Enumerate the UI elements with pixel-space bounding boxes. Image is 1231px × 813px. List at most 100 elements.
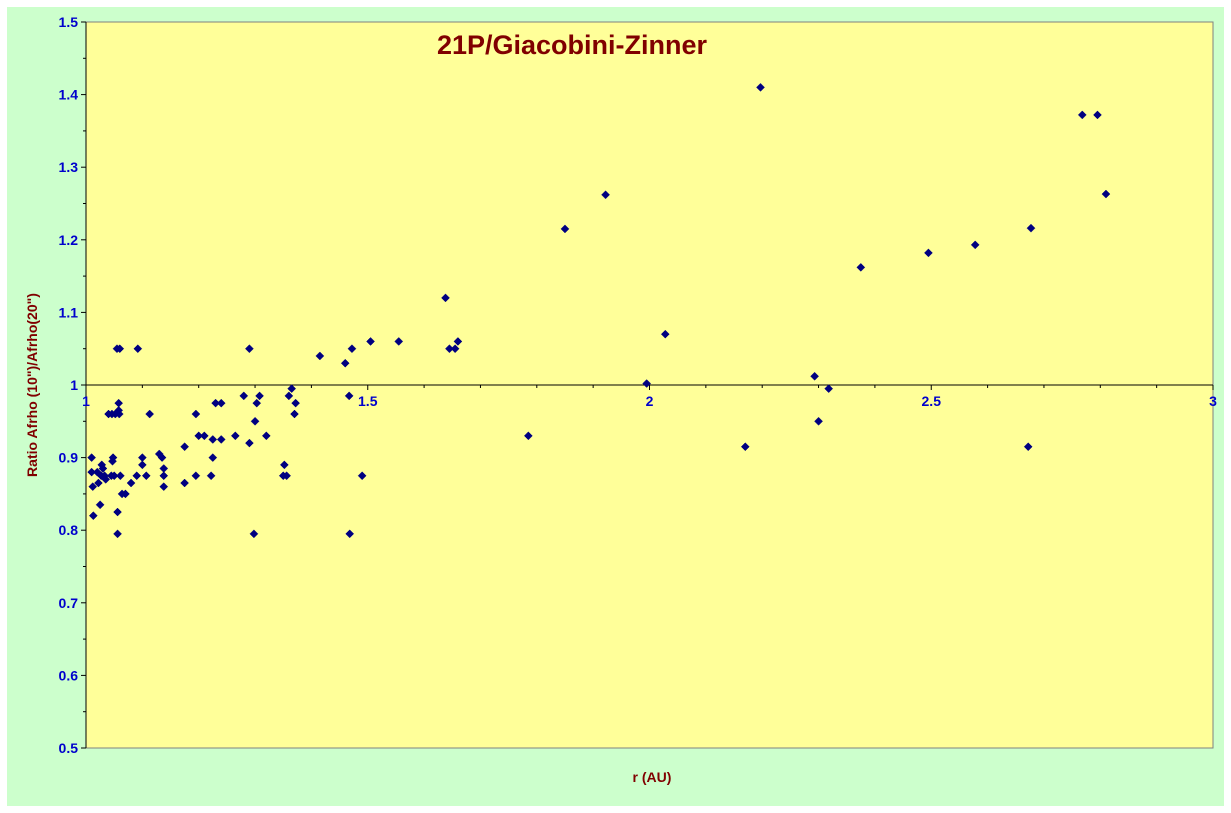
data-point xyxy=(315,351,325,361)
data-point xyxy=(180,442,189,452)
data-point xyxy=(252,398,262,408)
data-point xyxy=(345,529,355,539)
data-point xyxy=(159,471,169,481)
x-tick-label: 3 xyxy=(1209,393,1217,409)
data-point xyxy=(230,431,240,441)
data-point xyxy=(453,337,463,346)
data-point xyxy=(137,453,147,462)
data-point xyxy=(208,435,218,444)
y-tick-label: 1.3 xyxy=(59,159,79,175)
data-point xyxy=(113,507,122,517)
data-point xyxy=(191,409,201,419)
x-tick-label: 1 xyxy=(82,393,90,409)
data-point xyxy=(108,453,118,462)
data-point xyxy=(1077,110,1087,120)
y-tick-label: 0.5 xyxy=(59,740,79,756)
data-point xyxy=(191,471,201,481)
data-point xyxy=(287,384,297,393)
data-point xyxy=(810,371,819,381)
data-point xyxy=(814,416,823,426)
data-point xyxy=(88,482,98,491)
data-point xyxy=(601,190,610,200)
data-point xyxy=(116,471,125,481)
data-point xyxy=(180,478,189,488)
data-point xyxy=(126,478,136,488)
y-tick-label: 0.7 xyxy=(59,595,79,611)
chart-title: 21P/Giacobini-Zinner xyxy=(437,30,708,60)
data-point xyxy=(660,329,670,339)
data-point xyxy=(284,391,294,401)
data-point xyxy=(642,379,652,388)
data-point xyxy=(740,442,750,452)
y-tick-label: 0.6 xyxy=(59,667,79,683)
data-point xyxy=(255,391,264,401)
data-point xyxy=(115,344,125,354)
y-axis-label: Ratio Afrho (10")/Afrho(20") xyxy=(24,293,40,477)
scatter-chart: 0.5 0.6 0.7 0.8 0.9 1 1.1 1.2 1.3 1.4 1.5 1 1.5 2 2.5… xyxy=(24,14,1217,785)
data-point xyxy=(344,391,354,401)
data-point xyxy=(279,460,289,470)
data-point xyxy=(357,471,367,481)
data-point xyxy=(88,511,98,521)
data-point xyxy=(95,500,105,510)
data-point xyxy=(121,489,130,499)
data-point xyxy=(261,431,271,441)
x-tick-label: 2.5 xyxy=(922,393,942,409)
chart-area: 0.5 0.6 0.7 0.8 0.9 1 1.1 1.2 1.3 1.4 1.5 1 1.5 2 2.5… xyxy=(7,7,1224,806)
data-point xyxy=(216,398,226,408)
data-point xyxy=(113,529,122,539)
data-point xyxy=(245,438,254,448)
data-point xyxy=(347,344,357,354)
data-point xyxy=(216,435,226,444)
data-point xyxy=(239,391,249,401)
y-tick-label: 0.8 xyxy=(59,522,79,538)
data-point xyxy=(441,293,450,303)
data-point xyxy=(159,482,169,491)
data-point xyxy=(250,416,260,426)
data-point xyxy=(394,337,404,346)
data-point xyxy=(560,224,570,234)
data-point xyxy=(132,471,142,481)
data-point xyxy=(249,529,259,539)
data-point xyxy=(199,431,209,441)
data-point xyxy=(756,82,765,92)
data-point xyxy=(109,471,119,481)
data-point xyxy=(157,453,167,462)
data-point xyxy=(141,471,151,481)
data-point xyxy=(114,409,124,419)
data-point xyxy=(159,464,169,473)
data-point xyxy=(856,263,866,272)
data-point xyxy=(523,431,533,441)
data-point xyxy=(291,398,300,408)
y-tick-label: 0.9 xyxy=(59,450,79,466)
y-tick-label: 1 xyxy=(70,377,78,393)
data-point xyxy=(340,358,350,368)
data-point xyxy=(924,248,933,258)
data-point xyxy=(970,240,980,250)
data-point xyxy=(101,475,111,484)
data-point xyxy=(94,478,103,488)
data-point xyxy=(824,384,834,393)
data-point xyxy=(1026,223,1036,233)
y-tick-label: 1.4 xyxy=(59,87,79,103)
y-tick-label: 1.2 xyxy=(59,232,79,248)
y-tick-label: 1.1 xyxy=(59,304,79,320)
data-point xyxy=(282,471,291,481)
x-axis-label: r (AU) xyxy=(633,769,672,785)
data-point xyxy=(98,464,108,473)
data-point xyxy=(1093,110,1102,120)
data-point xyxy=(137,460,147,470)
x-tick-label: 2 xyxy=(646,393,654,409)
data-point xyxy=(206,471,216,481)
data-points xyxy=(87,82,1111,539)
data-point xyxy=(133,344,143,354)
x-tick-label: 1.5 xyxy=(358,393,378,409)
data-point xyxy=(450,344,460,354)
y-tick-label: 1.5 xyxy=(59,14,79,30)
data-point xyxy=(366,337,375,346)
data-point xyxy=(208,453,218,462)
data-point xyxy=(1023,442,1033,452)
data-point xyxy=(87,453,96,462)
data-point xyxy=(145,409,155,419)
data-point xyxy=(245,344,254,354)
